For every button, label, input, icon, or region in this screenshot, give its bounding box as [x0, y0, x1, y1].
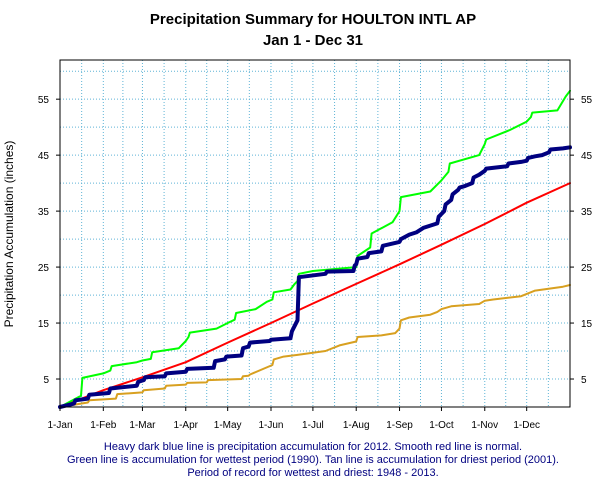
x-tick-label: 1-Sep [386, 420, 413, 431]
chart-subtitle: Jan 1 - Dec 31 [263, 32, 363, 49]
y-tick-label-left: 25 [38, 263, 50, 274]
footnote-line-3: Period of record for wettest and driest:… [187, 467, 438, 479]
plot-frame [59, 59, 571, 408]
x-tick-label: 1-Oct [429, 420, 454, 431]
x-tick-label: 1-Mar [129, 420, 156, 431]
x-tick-label: 1-Apr [174, 420, 199, 431]
footnote-line-1: Heavy dark blue line is precipitation ac… [104, 441, 522, 453]
wettest-line [59, 89, 571, 408]
2012-accumulation-line [58, 145, 572, 409]
grid-lines [60, 60, 570, 407]
chart-title: Precipitation Summary for HOULTON INTL A… [150, 11, 476, 28]
x-tick-label: 1-Jan [47, 420, 72, 431]
driest-line [59, 284, 571, 408]
normal-line [59, 182, 571, 408]
y-tick-label-right: 55 [581, 95, 593, 106]
y-tick-label-left: 35 [38, 207, 50, 218]
x-tick-label: 1-Feb [90, 420, 117, 431]
x-tick-label: 1-Aug [343, 420, 370, 431]
x-tick-label: 1-Jul [302, 420, 324, 431]
y-tick-label-left: 55 [38, 95, 50, 106]
y-tick-label-left: 45 [38, 151, 50, 162]
y-tick-label-left: 5 [43, 375, 49, 386]
y-tick-label-right: 15 [581, 319, 593, 330]
x-tick-label: 1-Jun [258, 420, 283, 431]
y-tick-label-left: 15 [38, 319, 50, 330]
y-tick-label-right: 35 [581, 207, 593, 218]
y-tick-label-right: 45 [581, 151, 593, 162]
x-tick-label: 1-May [214, 420, 242, 431]
y-tick-label-right: 25 [581, 263, 593, 274]
series-lines [58, 89, 572, 409]
footnote-line-2: Green line is accumulation for wettest p… [67, 454, 559, 466]
y-tick-label-right: 5 [581, 375, 587, 386]
x-tick-label: 1-Dec [513, 420, 540, 431]
axis-ticks: 1-Jan 1-Feb 1-Mar 1-Apr 1-May 1-Jun 1-Jul 1-Aug… [38, 95, 593, 431]
x-tick-label: 1-Nov [471, 420, 498, 431]
y-axis-label: Precipitation Accumulation (inches) [2, 141, 16, 328]
